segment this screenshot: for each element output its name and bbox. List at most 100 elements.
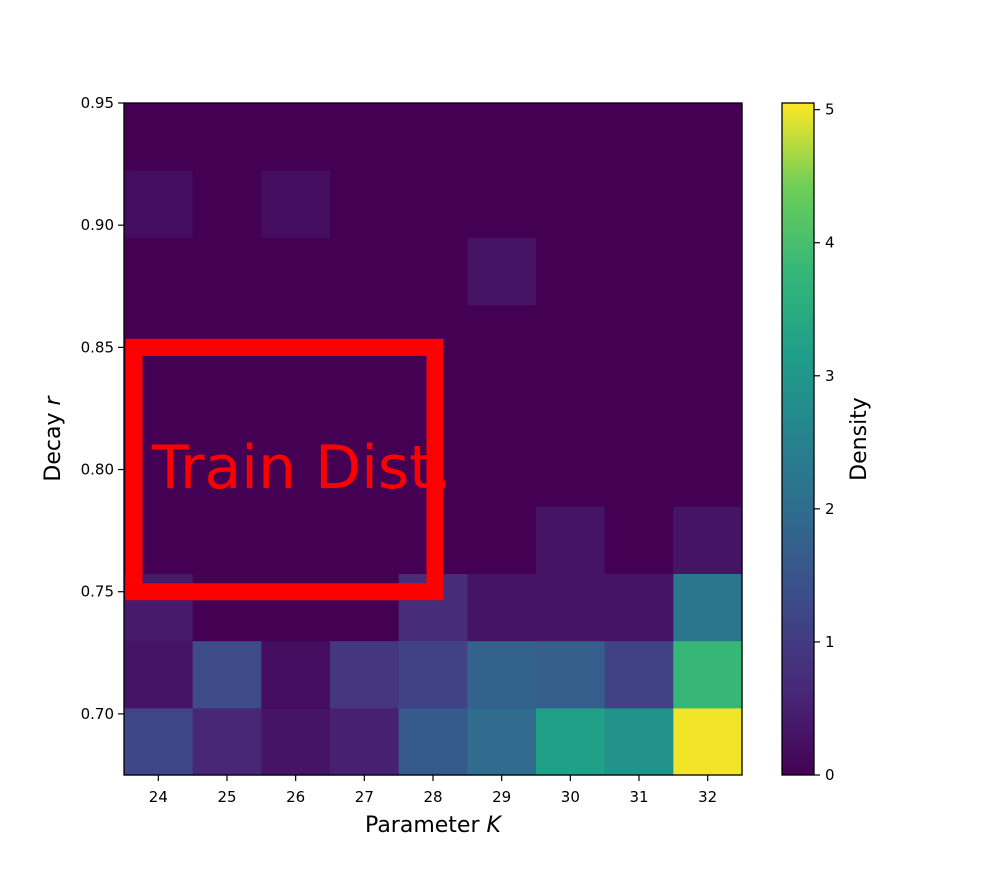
colorbar-tick-label: 2 xyxy=(825,500,835,518)
heatmap-cell xyxy=(467,103,537,171)
x-tick-label: 27 xyxy=(355,788,374,806)
heatmap-cell xyxy=(604,304,674,373)
heatmap-cell xyxy=(398,640,468,709)
heatmap-cell xyxy=(604,371,674,440)
heatmap-cell xyxy=(192,640,262,709)
heatmap-cell xyxy=(467,170,537,238)
heatmap-cell xyxy=(192,439,262,507)
heatmap-cell xyxy=(398,237,468,306)
heatmap-cell xyxy=(604,506,674,574)
y-axis-title: Decay r xyxy=(41,394,66,481)
heatmap-cell xyxy=(604,640,674,709)
heatmap-cell xyxy=(467,640,537,709)
heatmap-cell xyxy=(192,170,262,238)
heatmap-cell xyxy=(536,640,606,709)
x-axis: 24 25 26 27 28 29 30 31 32 xyxy=(149,775,717,806)
x-tick-label: 32 xyxy=(698,788,717,806)
heatmap-cell xyxy=(673,707,743,776)
x-tick-label: 31 xyxy=(629,788,648,806)
heatmap-cell xyxy=(604,439,674,507)
colorbar-tick-label: 3 xyxy=(825,367,835,385)
heatmap-cell xyxy=(673,170,743,238)
heatmap-cell xyxy=(536,707,606,776)
heatmap-cell xyxy=(261,237,331,306)
heatmap-cell xyxy=(536,573,606,642)
heatmap-cell xyxy=(398,103,468,171)
heatmap-cell xyxy=(124,640,194,709)
x-axis-title: Parameter K xyxy=(365,813,502,838)
heatmap-cell xyxy=(192,707,262,776)
heatmap-cell xyxy=(261,170,331,238)
y-tick-label: 0.85 xyxy=(81,338,114,356)
heatmap-cell xyxy=(261,640,331,709)
heatmap-cell xyxy=(673,103,743,171)
heatmap-cell xyxy=(192,304,262,373)
heatmap-cell xyxy=(124,103,194,171)
heatmap-cell xyxy=(673,237,743,306)
heatmap-cell xyxy=(604,103,674,171)
heatmap-cell xyxy=(124,707,194,776)
heatmap-cell xyxy=(192,506,262,574)
x-tick-label: 24 xyxy=(149,788,168,806)
heatmap-cell xyxy=(467,371,537,440)
heatmap-cell xyxy=(330,371,400,440)
heatmap-cell xyxy=(604,237,674,306)
heatmap-cell xyxy=(673,640,743,709)
heatmap-cell xyxy=(261,707,331,776)
heatmap-cell xyxy=(124,237,194,306)
heatmap-cell xyxy=(261,103,331,171)
heatmap-cell xyxy=(261,506,331,574)
heatmap-cell xyxy=(261,439,331,507)
colorbar-title: Density xyxy=(847,397,872,481)
heatmap-cell xyxy=(330,439,400,507)
heatmap-cell xyxy=(330,707,400,776)
heatmap-cell xyxy=(330,640,400,709)
heatmap-cell xyxy=(330,304,400,373)
x-tick-label: 29 xyxy=(492,788,511,806)
heatmap-cell xyxy=(467,439,537,507)
heatmap-cell xyxy=(604,573,674,642)
heatmap-cell xyxy=(467,707,537,776)
heatmap-cell xyxy=(467,304,537,373)
heatmap-cell xyxy=(330,506,400,574)
train-dist-box xyxy=(125,338,444,601)
heatmap-cell xyxy=(673,371,743,440)
heatmap-cell xyxy=(536,103,606,171)
heatmap-cell xyxy=(536,170,606,238)
heatmap-cell xyxy=(536,237,606,306)
colorbar-tick-label: 5 xyxy=(825,101,835,119)
heatmap-cell xyxy=(467,506,537,574)
heatmap-cell xyxy=(330,103,400,171)
y-tick-label: 0.95 xyxy=(81,94,114,112)
x-tick-label: 28 xyxy=(423,788,442,806)
heatmap-cell xyxy=(330,237,400,306)
y-axis: 0.70 0.75 0.80 0.85 0.90 0.95 xyxy=(81,94,124,723)
x-tick-label: 25 xyxy=(217,788,236,806)
colorbar-axis: 0 1 2 3 4 5 xyxy=(814,101,835,784)
train-dist-label: Train Dist. xyxy=(151,433,452,503)
heatmap-cell xyxy=(398,170,468,238)
colorbar-tick-label: 1 xyxy=(825,633,835,651)
heatmap-cell xyxy=(536,371,606,440)
heatmap-cell xyxy=(467,237,537,306)
heatmap-cell xyxy=(604,707,674,776)
heatmap-cell xyxy=(536,439,606,507)
heatmap-cell xyxy=(398,707,468,776)
heatmap-cell xyxy=(192,237,262,306)
heatmap-cell xyxy=(536,304,606,373)
y-tick-label: 0.80 xyxy=(81,461,114,479)
colorbar xyxy=(781,102,815,776)
y-tick-label: 0.90 xyxy=(81,216,114,234)
heatmap-cell xyxy=(261,304,331,373)
colorbar-tick-label: 4 xyxy=(825,234,835,252)
heatmap-cell xyxy=(673,304,743,373)
heatmap-cell xyxy=(536,506,606,574)
heatmap-cell xyxy=(330,170,400,238)
y-tick-label: 0.75 xyxy=(81,583,114,601)
heatmap-cell xyxy=(261,371,331,440)
x-tick-label: 26 xyxy=(286,788,305,806)
x-tick-label: 30 xyxy=(561,788,580,806)
heatmap-cell xyxy=(673,573,743,642)
heatmap-cell xyxy=(673,439,743,507)
